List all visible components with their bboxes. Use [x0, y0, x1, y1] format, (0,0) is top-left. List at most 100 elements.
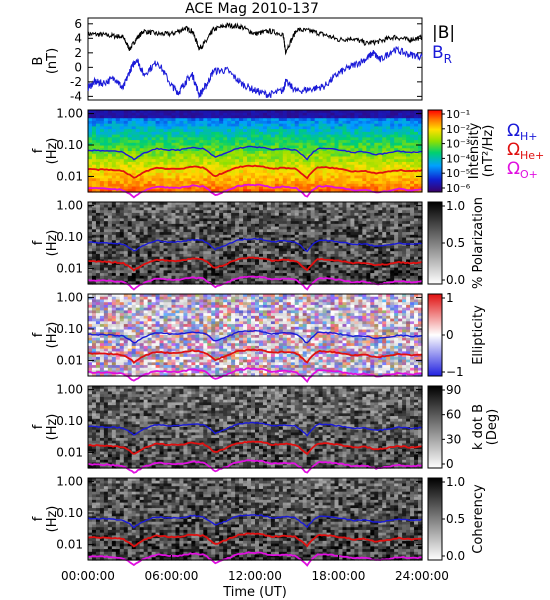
colorbar-tick-label: 10⁻⁵: [446, 167, 470, 180]
panel-coherency-colorbar-label: Coherency: [471, 484, 486, 554]
colorbar-tick-label: 60: [446, 408, 461, 422]
x-tick-label: 00:00:00: [61, 569, 115, 583]
panel-polarization-spectrogram: [88, 202, 423, 285]
gyro-legend-h-plus: ΩH+: [507, 121, 538, 143]
panel-intensity-colorbar-label: Intensity: [467, 122, 482, 179]
gyro-legend-o-plus: ΩO+: [507, 159, 538, 181]
colorbar-tick-label: 1.0: [446, 475, 465, 489]
gyro-line-he-plus: [87, 532, 423, 548]
y-tick-label: 0.01: [56, 537, 83, 551]
panel-intensity-spectrogram: [88, 110, 423, 193]
panel-ellipticity-ylabel: f: [31, 332, 46, 337]
colorbar-tick-label: 0.0: [446, 273, 465, 287]
gyro-line-o-plus: [87, 275, 423, 291]
colorbar-tick-label: 0.5: [446, 236, 465, 250]
colorbar-tick-label: 30: [446, 432, 461, 446]
panel-ellipticity-yunit: (Hz): [45, 322, 60, 349]
gyro-legend: ΩH+ΩHe+ΩO+: [507, 121, 544, 181]
gyro-legend-he-plus: ΩHe+: [507, 140, 544, 162]
y-tick-label: 1.00: [56, 383, 83, 397]
panel-ellipticity-spectrogram: [88, 294, 423, 377]
colorbar-tick-label: 0.5: [446, 512, 465, 526]
y-tick-label: 0.10: [56, 506, 83, 520]
y-tick-label: 0.01: [56, 169, 83, 183]
legend-bmag: |B|: [432, 23, 455, 43]
panel-polarization: 1.00 0.10 0.01 f (Hz) 1.0 0.5 0.0 % Polarization: [31, 197, 486, 291]
gyro-line-h-plus: [87, 237, 423, 253]
panel-ellipticity-frame: [87, 293, 423, 377]
y-tick-label: 6: [74, 17, 82, 31]
y-tick-label: 2: [74, 46, 82, 60]
panel-coherency-yunit: (Hz): [45, 506, 60, 533]
panel-kdotb-frame: [87, 385, 423, 469]
panel-kdotb-yunit: (Hz): [45, 414, 60, 441]
series-br-line: [87, 45, 423, 99]
colorbar-tick-label: 10⁻³: [446, 138, 470, 151]
x-tick-label: 12:00:00: [228, 569, 282, 583]
panel-intensity-ylabel: f: [31, 148, 46, 153]
panel-kdotb-colorbar-label: k dot B: [471, 404, 486, 450]
y-tick-label: 1.00: [56, 199, 83, 213]
panel-intensity: 1.00 0.10 0.01 f (Hz) 10⁻¹ 10⁻² 10⁻³10⁻⁴ 10⁻⁵ 10⁻…: [31, 107, 496, 199]
y-tick-label: 0: [74, 60, 82, 74]
gyro-line-o-plus: [87, 459, 423, 474]
gyro-line-he-plus: [87, 440, 423, 456]
colorbar-tick-label: 10⁻²: [446, 123, 470, 136]
panel-field-yunit: (nT): [45, 48, 60, 74]
gyro-line-he-plus: [87, 164, 423, 180]
panel-polarization-yunit: (Hz): [45, 230, 60, 257]
panel-intensity-yunit: (Hz): [45, 138, 60, 165]
panel-field-frame: [87, 17, 423, 101]
y-tick-label: 0.01: [56, 261, 83, 275]
y-tick-label: 0.01: [56, 353, 83, 367]
gyro-line-o-plus: [87, 367, 423, 383]
x-axis-label: Time (UT): [222, 585, 287, 600]
panel-intensity-colorbar-unit: (nT²/Hz): [481, 125, 496, 178]
panel-kdotb: 1.00 0.10 0.01 f (Hz) 90 60 30 0 k dot B (Deg): [31, 383, 500, 474]
x-tick-label: 18:00:00: [312, 569, 366, 583]
y-tick-label: -2: [70, 75, 82, 89]
legend-br: BR: [432, 43, 452, 66]
x-tick-label: 06:00:00: [145, 569, 199, 583]
colorbar-tick-label: 1.0: [446, 199, 465, 213]
y-tick-label: 0.10: [56, 414, 83, 428]
panel-coherency-ylabel: f: [31, 516, 46, 521]
chart-title: ACE Mag 2010-137: [185, 1, 319, 17]
colorbar-tick-label: 10⁻⁶: [446, 182, 471, 195]
panel-intensity-frame: [87, 109, 423, 193]
colorbar-tick-label: 10⁻¹: [446, 108, 470, 121]
x-tick-label: 24:00:00: [395, 569, 449, 583]
y-tick-label: 0.10: [56, 322, 83, 336]
colorbar-tick-label: 0.0: [446, 549, 465, 563]
panel-ellipticity-colorbar-label: Ellipticity: [471, 305, 486, 365]
y-tick-label: 0.10: [56, 230, 83, 244]
y-tick-label: 1.00: [56, 107, 83, 121]
y-tick-label: 1.00: [56, 475, 83, 489]
panel-polarization-colorbar-label: % Polarization: [471, 197, 486, 289]
panel-field-ylabel: B: [31, 57, 46, 66]
panel-polarization-colorbar: [427, 201, 443, 285]
gyro-line-h-plus: [87, 421, 423, 437]
panel-ellipticity-colorbar: [427, 293, 443, 377]
y-tick-label: 1.00: [56, 291, 83, 305]
panel-polarization-frame: [87, 201, 423, 285]
panel-coherency: 1.00 0.10 0.01 f (Hz) 1.0 0.5 0.0 Coherency: [31, 475, 486, 567]
gyro-line-h-plus: [88, 145, 422, 161]
y-tick-label: -4: [70, 89, 82, 103]
gyro-line-he-plus: [87, 348, 423, 364]
colorbar-tick-label: 0: [446, 328, 454, 342]
gyro-line-o-plus: [88, 551, 422, 567]
panel-kdotb-colorbar: [427, 385, 443, 469]
gyro-line-h-plus: [87, 329, 423, 344]
colorbar-tick-label: 0: [446, 457, 454, 471]
panel-coherency-spectrogram: [88, 478, 423, 561]
panel-intensity-colorbar: [427, 109, 443, 193]
y-tick-label: 4: [74, 31, 82, 45]
colorbar-tick-label: −1: [446, 365, 464, 379]
panel-polarization-ylabel: f: [31, 240, 46, 245]
colorbar-tick-label: 90: [446, 383, 461, 397]
series-bmag-line: [87, 22, 423, 56]
panel-kdotb-colorbar-unit: (Deg): [485, 409, 500, 445]
